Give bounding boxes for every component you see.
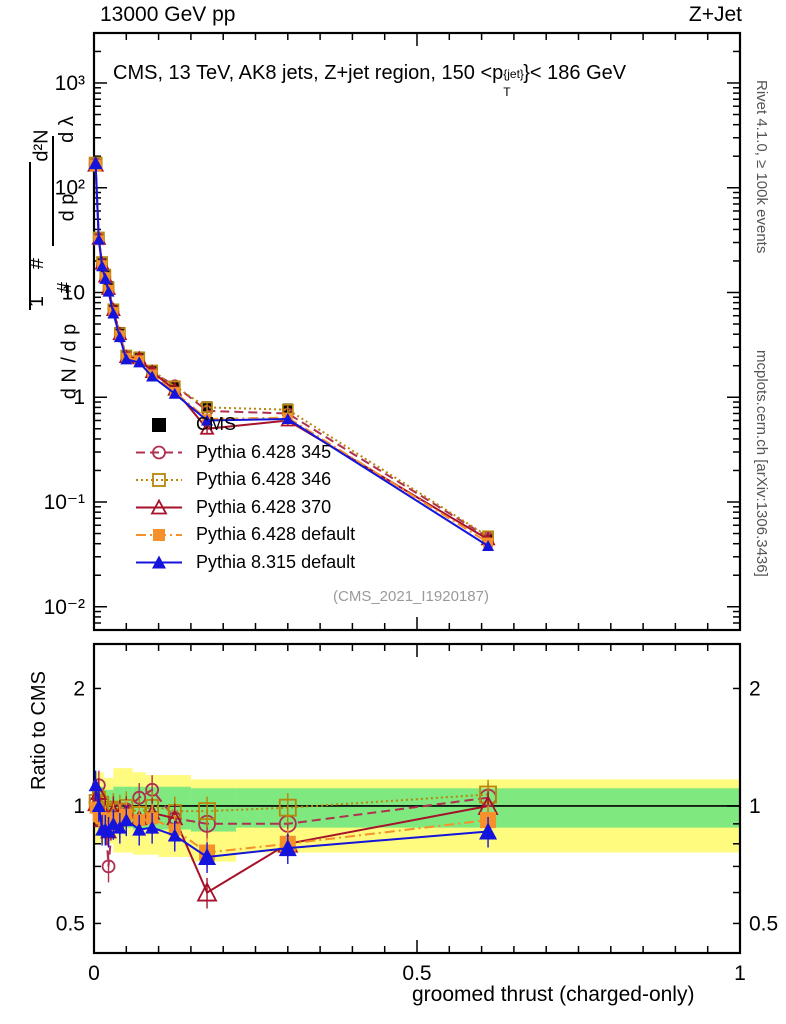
data-marker <box>150 498 168 515</box>
data-marker <box>101 859 116 874</box>
x-tick-label: 1 <box>734 962 746 985</box>
data-marker <box>281 412 294 424</box>
legend-item-5[interactable]: Pythia 8.315 default <box>196 551 356 572</box>
data-marker <box>101 824 116 838</box>
ratio-series-group <box>87 770 499 909</box>
data-marker <box>152 555 166 569</box>
y-tick-label: 1 <box>73 795 85 818</box>
data-marker <box>132 822 147 836</box>
legend-graphics <box>136 418 182 569</box>
data-marker <box>152 445 166 460</box>
data-marker <box>278 839 297 857</box>
y-tick-label: 2 <box>73 677 85 700</box>
data-marker <box>107 307 120 319</box>
data-marker <box>167 828 182 842</box>
series-pythia-8-315-default <box>88 156 495 552</box>
main-series-group <box>87 155 496 552</box>
x-tick-label: 0 <box>88 962 100 985</box>
plot-title-main: CMS, 13 TeV, AK8 jets, Z+jet region, 150… <box>113 62 504 84</box>
data-marker <box>201 414 214 426</box>
y-tick-label: 10³ <box>55 72 85 95</box>
plot-title-tail: }< 186 GeV <box>523 62 627 84</box>
data-marker <box>168 387 181 399</box>
y-tick-label: 10⁻¹ <box>44 491 85 514</box>
header-right: Z+Jet <box>688 3 742 26</box>
y-tick-label-right: 0.5 <box>749 912 778 935</box>
data-marker <box>482 540 495 552</box>
data-marker <box>196 881 218 902</box>
legend-item-4[interactable]: Pythia 6.428 default <box>196 524 356 544</box>
y-tick-label: 1 <box>73 386 85 409</box>
data-marker <box>198 802 216 821</box>
legend-item-2[interactable]: Pythia 6.428 346 <box>196 469 332 489</box>
plot-title-subscript: T <box>503 85 511 99</box>
legend-item-1[interactable]: Pythia 6.428 345 <box>196 441 332 462</box>
data-marker <box>199 420 215 435</box>
data-marker <box>152 418 166 432</box>
data-marker <box>112 820 127 834</box>
data-marker <box>152 473 166 487</box>
y-tick-label-right: 2 <box>749 677 761 700</box>
data-marker <box>88 778 103 792</box>
data-marker <box>198 847 217 865</box>
plot-title: CMS, 13 TeV, AK8 jets, Z+jet region, 150… <box>113 62 627 99</box>
data-marker <box>91 798 106 812</box>
band-inner <box>190 788 237 832</box>
y-tick-label: 0.5 <box>56 912 85 935</box>
data-marker <box>120 353 133 365</box>
y-tick-label-right: 1 <box>749 795 761 818</box>
y-tick-label: 10² <box>55 177 85 200</box>
legend-item-3[interactable]: Pythia 6.428 370 <box>196 496 332 517</box>
uncertainty-bands <box>94 768 740 862</box>
axis-frame: 10³ 10² 10 1 10⁻¹ 10⁻² <box>44 31 742 632</box>
data-marker <box>479 822 498 840</box>
analysis-watermark: (CMS_2021_I1920187) <box>333 588 489 605</box>
data-marker <box>278 798 297 817</box>
legend-item-0[interactable]: CMS <box>196 414 236 434</box>
data-marker <box>113 331 126 343</box>
data-marker <box>88 156 103 170</box>
y-tick-label: 10 <box>62 281 85 304</box>
y-tick-label: 10⁻² <box>44 596 85 619</box>
data-marker <box>92 233 105 245</box>
data-marker <box>133 356 146 368</box>
x-tick-label: 0.5 <box>402 962 431 985</box>
data-marker <box>96 260 109 272</box>
data-marker <box>146 370 159 382</box>
data-marker <box>145 820 160 834</box>
plot-title-superscript: {jet} <box>503 67 524 81</box>
header-left: 13000 GeV pp <box>100 3 236 26</box>
data-marker <box>201 401 213 414</box>
main-ylabel: # 1 d N / d p # d²N d p d λ <box>2 30 80 590</box>
ratio-series-pythia-8-315-default <box>88 770 498 873</box>
data-marker <box>119 813 134 827</box>
data-marker <box>153 529 165 541</box>
data-marker <box>102 285 115 297</box>
xaxis-label: groomed thrust (charged-only) <box>412 983 695 1006</box>
data-marker <box>99 272 112 284</box>
